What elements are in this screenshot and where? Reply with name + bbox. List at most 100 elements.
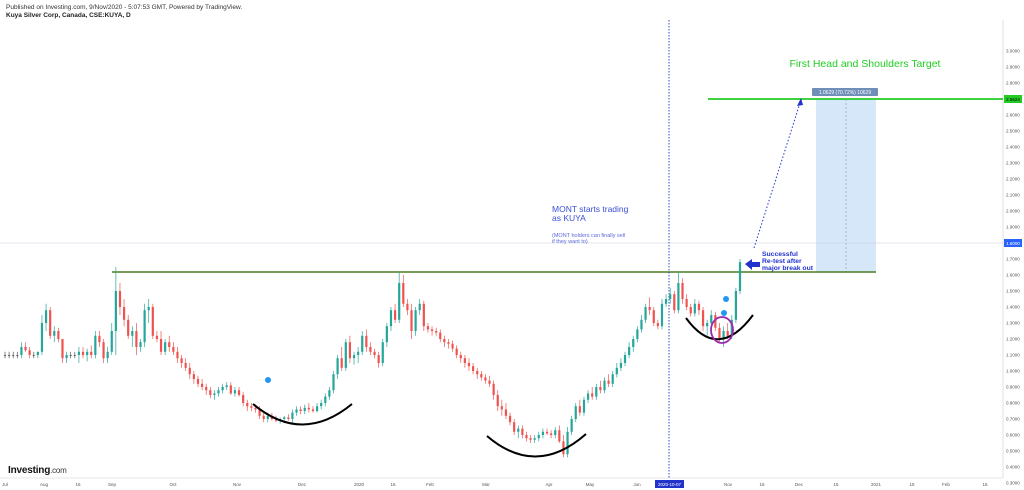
- candle[interactable]: [209, 387, 212, 399]
- candle[interactable]: [135, 323, 138, 355]
- candle[interactable]: [406, 299, 409, 315]
- candle[interactable]: [484, 374, 487, 384]
- candle[interactable]: [447, 339, 450, 349]
- candle[interactable]: [77, 347, 81, 363]
- candle[interactable]: [139, 339, 142, 352]
- candle[interactable]: [344, 339, 347, 371]
- candle[interactable]: [225, 382, 228, 391]
- candle[interactable]: [701, 307, 705, 331]
- candle[interactable]: [369, 342, 372, 355]
- candle[interactable]: [685, 294, 688, 311]
- candle[interactable]: [402, 275, 405, 307]
- candle[interactable]: [336, 355, 339, 379]
- candle[interactable]: [669, 287, 672, 304]
- candle[interactable]: [476, 367, 479, 379]
- candle[interactable]: [57, 327, 60, 343]
- candle[interactable]: [217, 387, 220, 397]
- candle[interactable]: [492, 380, 495, 400]
- candle[interactable]: [500, 399, 503, 416]
- candle[interactable]: [168, 335, 171, 352]
- candle[interactable]: [734, 287, 737, 323]
- candle[interactable]: [664, 294, 668, 307]
- candle[interactable]: [554, 427, 557, 439]
- candle[interactable]: [373, 348, 376, 359]
- candle[interactable]: [443, 335, 446, 347]
- candle[interactable]: [188, 363, 191, 379]
- candle[interactable]: [595, 383, 598, 400]
- candle[interactable]: [65, 351, 68, 363]
- candle[interactable]: [697, 300, 701, 315]
- candle[interactable]: [143, 303, 146, 347]
- candle[interactable]: [61, 339, 64, 363]
- candle[interactable]: [192, 371, 195, 384]
- candle[interactable]: [12, 351, 15, 359]
- candle[interactable]: [127, 315, 130, 339]
- candle[interactable]: [114, 267, 117, 355]
- candle[interactable]: [24, 342, 27, 352]
- candle[interactable]: [176, 347, 179, 363]
- candle[interactable]: [352, 351, 356, 365]
- candle[interactable]: [295, 406, 298, 416]
- candle[interactable]: [566, 427, 569, 458]
- candle[interactable]: [332, 371, 335, 394]
- candle[interactable]: [541, 428, 545, 439]
- candle[interactable]: [660, 299, 664, 330]
- candle[interactable]: [291, 409, 294, 423]
- candle[interactable]: [44, 303, 48, 331]
- candle[interactable]: [389, 307, 393, 331]
- candle[interactable]: [693, 299, 696, 317]
- candle[interactable]: [640, 315, 643, 333]
- candle[interactable]: [529, 435, 532, 443]
- candle[interactable]: [508, 412, 512, 426]
- candle[interactable]: [8, 351, 11, 359]
- candle[interactable]: [94, 331, 97, 359]
- candle[interactable]: [652, 307, 655, 327]
- candle[interactable]: [299, 406, 302, 415]
- candle[interactable]: [250, 403, 253, 411]
- candle[interactable]: [200, 379, 204, 391]
- candle[interactable]: [504, 403, 508, 419]
- candle[interactable]: [603, 377, 606, 394]
- candle[interactable]: [377, 351, 380, 368]
- candle[interactable]: [562, 435, 565, 458]
- candle[interactable]: [348, 335, 352, 363]
- candle[interactable]: [398, 271, 401, 323]
- candle[interactable]: [262, 412, 265, 423]
- candle[interactable]: [681, 278, 684, 304]
- candle[interactable]: [118, 283, 122, 315]
- candle[interactable]: [86, 348, 89, 362]
- candle[interactable]: [131, 326, 134, 347]
- candle[interactable]: [521, 425, 524, 439]
- candle[interactable]: [159, 331, 163, 355]
- candle[interactable]: [422, 300, 425, 331]
- candle[interactable]: [710, 310, 713, 327]
- candle[interactable]: [246, 399, 249, 411]
- candle[interactable]: [439, 329, 442, 343]
- candle[interactable]: [480, 371, 483, 381]
- candle[interactable]: [213, 390, 216, 400]
- candle[interactable]: [328, 387, 331, 400]
- candle[interactable]: [32, 351, 35, 359]
- candle[interactable]: [340, 347, 343, 371]
- candle[interactable]: [628, 342, 631, 359]
- candle[interactable]: [525, 431, 528, 442]
- candle[interactable]: [677, 271, 680, 314]
- candle[interactable]: [599, 380, 602, 394]
- candle[interactable]: [53, 326, 56, 343]
- candle[interactable]: [496, 390, 499, 411]
- candle[interactable]: [155, 331, 159, 343]
- candle[interactable]: [607, 374, 610, 387]
- candle[interactable]: [81, 347, 85, 359]
- candle[interactable]: [381, 339, 384, 367]
- candle[interactable]: [574, 403, 577, 423]
- candle[interactable]: [451, 340, 454, 352]
- candle[interactable]: [233, 387, 237, 397]
- candle[interactable]: [324, 393, 327, 407]
- candle[interactable]: [632, 335, 635, 352]
- candle[interactable]: [591, 387, 594, 400]
- candle[interactable]: [472, 363, 475, 375]
- candle[interactable]: [430, 326, 434, 336]
- candle[interactable]: [656, 319, 659, 330]
- candle[interactable]: [307, 403, 310, 413]
- candle[interactable]: [706, 319, 709, 336]
